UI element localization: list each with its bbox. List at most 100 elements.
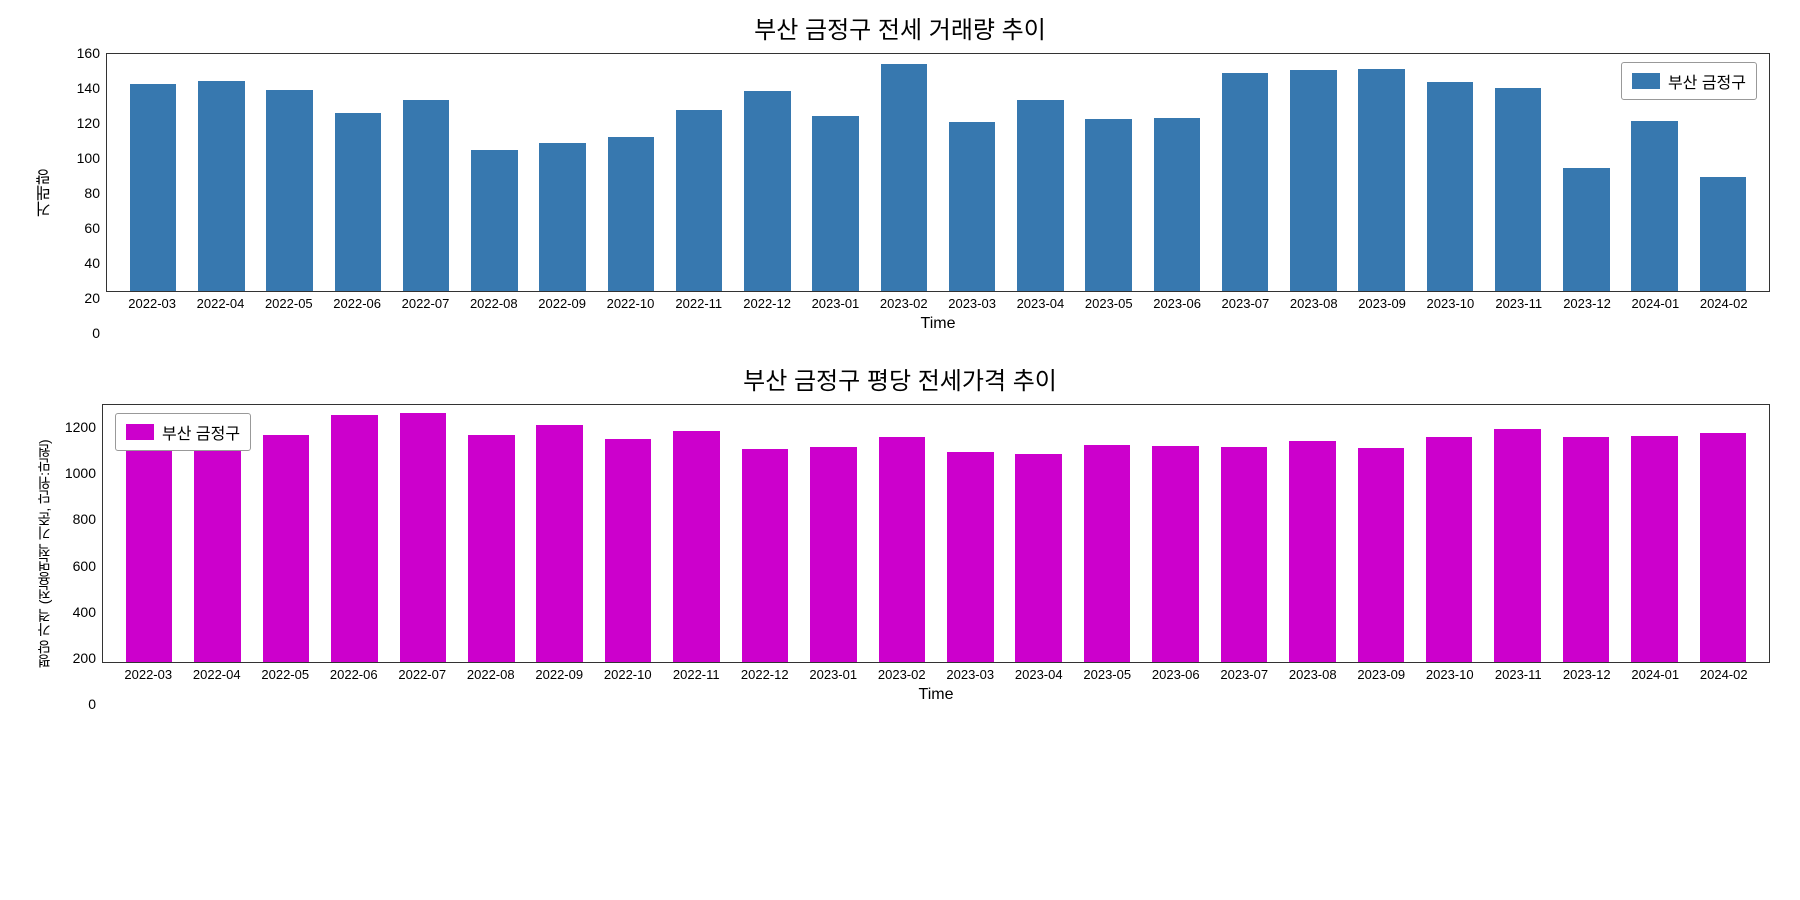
bar-slot bbox=[799, 405, 867, 662]
bar bbox=[949, 122, 995, 291]
bar bbox=[400, 413, 447, 662]
bar bbox=[1358, 69, 1404, 291]
bar bbox=[1495, 88, 1541, 291]
bar-slot bbox=[324, 54, 392, 291]
xtick: 2023-06 bbox=[1142, 663, 1211, 682]
bar-slot bbox=[1143, 54, 1211, 291]
ytick: 80 bbox=[84, 185, 100, 201]
bottom-ylabel: 평당 가격 (전용면적 기준, 단위:만원) bbox=[30, 404, 58, 704]
ytick: 100 bbox=[77, 150, 100, 166]
bar bbox=[810, 447, 857, 662]
bar-slot bbox=[1347, 405, 1415, 662]
xtick: 2022-03 bbox=[118, 292, 186, 311]
top-yaxis-col: 160140120100806040200 bbox=[62, 53, 106, 333]
bar-slot bbox=[457, 405, 525, 662]
bar bbox=[468, 435, 515, 662]
xtick: 2023-01 bbox=[799, 663, 868, 682]
bar bbox=[403, 100, 449, 291]
bottom-xaxis: 2022-032022-042022-052022-062022-072022-… bbox=[102, 663, 1770, 682]
bar-slot bbox=[460, 54, 528, 291]
bar bbox=[1700, 433, 1747, 662]
ytick: 1200 bbox=[65, 419, 96, 435]
bar-slot bbox=[731, 405, 799, 662]
xtick: 2023-05 bbox=[1073, 663, 1142, 682]
bottom-xlabel: Time bbox=[102, 686, 1770, 704]
bar-slot bbox=[1210, 405, 1278, 662]
xtick: 2023-09 bbox=[1347, 663, 1416, 682]
ytick: 1000 bbox=[65, 465, 96, 481]
bar-slot bbox=[1483, 405, 1551, 662]
bar-slot bbox=[1484, 54, 1552, 291]
bar-slot bbox=[597, 54, 665, 291]
xtick: 2023-09 bbox=[1348, 292, 1416, 311]
ytick: 600 bbox=[73, 558, 96, 574]
xtick: 2022-09 bbox=[525, 663, 594, 682]
bar-slot bbox=[870, 54, 938, 291]
xtick: 2023-03 bbox=[938, 292, 1006, 311]
bar-slot bbox=[252, 405, 320, 662]
bar bbox=[947, 452, 994, 662]
bar bbox=[536, 425, 583, 662]
bar bbox=[471, 150, 517, 291]
bar-slot bbox=[1279, 54, 1347, 291]
xtick: 2023-10 bbox=[1416, 292, 1484, 311]
bar bbox=[263, 435, 310, 662]
bar-slot bbox=[1004, 405, 1072, 662]
bottom-legend-swatch bbox=[126, 424, 154, 440]
ytick: 120 bbox=[77, 115, 100, 131]
xtick: 2022-08 bbox=[460, 292, 528, 311]
xtick: 2023-10 bbox=[1416, 663, 1485, 682]
xtick: 2023-11 bbox=[1484, 663, 1553, 682]
bar bbox=[1152, 446, 1199, 662]
top-legend: 부산 금정구 bbox=[1621, 62, 1757, 100]
top-xaxis: 2022-032022-042022-052022-062022-072022-… bbox=[106, 292, 1770, 311]
bottom-plot-area: 부산 금정구 bbox=[102, 404, 1770, 663]
bar bbox=[1631, 121, 1677, 291]
bar bbox=[1289, 441, 1336, 662]
xtick: 2022-06 bbox=[320, 663, 389, 682]
bar bbox=[1290, 70, 1336, 291]
bar-slot bbox=[938, 54, 1006, 291]
xtick: 2022-05 bbox=[255, 292, 323, 311]
ytick: 60 bbox=[84, 220, 100, 236]
xtick: 2022-03 bbox=[114, 663, 183, 682]
bar-slot bbox=[662, 405, 730, 662]
bar-slot bbox=[733, 54, 801, 291]
bottom-chart-title: 부산 금정구 평당 전세가격 추이 bbox=[30, 361, 1770, 396]
xtick: 2023-04 bbox=[1006, 292, 1074, 311]
xtick: 2022-11 bbox=[665, 292, 733, 311]
xtick: 2022-10 bbox=[596, 292, 664, 311]
bar bbox=[1084, 445, 1131, 662]
top-legend-swatch bbox=[1632, 73, 1660, 89]
xtick: 2024-01 bbox=[1621, 663, 1690, 682]
xtick: 2023-08 bbox=[1280, 292, 1348, 311]
bar-slot bbox=[1620, 405, 1688, 662]
bar bbox=[198, 81, 244, 291]
bar bbox=[742, 449, 789, 663]
xtick: 2023-02 bbox=[868, 663, 937, 682]
bar bbox=[676, 110, 722, 291]
bar bbox=[194, 439, 241, 662]
xtick: 2023-07 bbox=[1210, 663, 1279, 682]
ytick: 400 bbox=[73, 604, 96, 620]
bar-slot bbox=[1416, 54, 1484, 291]
bar bbox=[1700, 177, 1746, 291]
top-xlabel: Time bbox=[106, 315, 1770, 333]
bar-slot bbox=[594, 405, 662, 662]
bar bbox=[1154, 118, 1200, 291]
bar bbox=[331, 415, 378, 662]
ytick: 0 bbox=[88, 696, 96, 712]
xtick: 2022-12 bbox=[731, 663, 800, 682]
xtick: 2022-07 bbox=[388, 663, 457, 682]
bar bbox=[1563, 437, 1610, 662]
bar bbox=[130, 84, 176, 291]
xtick: 2023-04 bbox=[1005, 663, 1074, 682]
ytick: 160 bbox=[77, 45, 100, 61]
ytick: 140 bbox=[77, 80, 100, 96]
top-yaxis: 160140120100806040200 bbox=[62, 53, 106, 333]
bar bbox=[1358, 448, 1405, 662]
bar-slot bbox=[1552, 54, 1620, 291]
bar bbox=[1017, 100, 1063, 291]
xtick: 2023-05 bbox=[1075, 292, 1143, 311]
xtick: 2023-08 bbox=[1279, 663, 1348, 682]
